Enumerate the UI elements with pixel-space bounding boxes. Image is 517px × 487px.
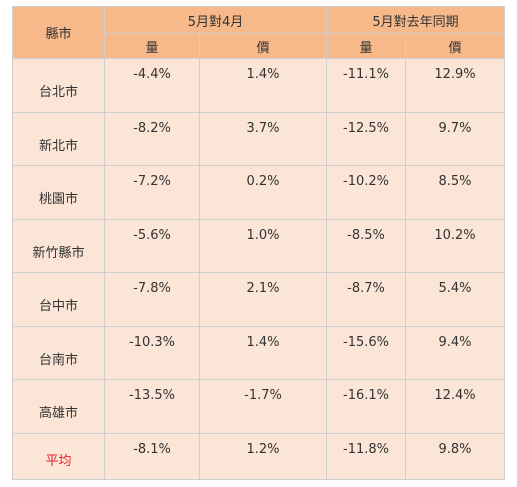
table-row: 高雄市 -13.5% -1.7% -16.1% 12.4%: [12, 379, 506, 435]
region-name: 新北市: [12, 111, 105, 167]
header-row-sub: 量 價 量 價: [13, 33, 506, 59]
table-row: 桃園市 -7.2% 0.2% -10.2% 8.5%: [12, 165, 506, 220]
mom-volume-cell: -5.6%: [104, 218, 200, 274]
mom-volume-cell: -10.3%: [104, 325, 200, 381]
yoy-price-cell: 9.4%: [405, 325, 506, 381]
header-yoy-volume: 量: [326, 33, 407, 59]
header-row-groups: 縣市 5月對4月 5月對去年同期: [12, 6, 506, 59]
table-row: 台南市 -10.3% 1.4% -15.6% 9.4%: [12, 325, 506, 381]
header-yoy-price: 價: [405, 33, 506, 59]
region-name: 新竹縣市: [12, 218, 105, 274]
region-name: 桃園市: [12, 165, 105, 220]
price-volume-table: 縣市 5月對4月 5月對去年同期 量 價 量 價 台北市 -4.4% 1.4% …: [12, 6, 506, 480]
mom-price-cell: 1.0%: [198, 218, 328, 274]
region-name: 台南市: [12, 325, 105, 381]
yoy-volume-cell: -8.7%: [326, 272, 407, 327]
mom-price-cell: 0.2%: [198, 165, 328, 220]
region-name: 台中市: [12, 272, 105, 327]
yoy-price-cell: 10.2%: [405, 218, 506, 274]
yoy-price-cell: 12.9%: [405, 58, 506, 113]
table-row: 新北市 -8.2% 3.7% -12.5% 9.7%: [12, 111, 506, 167]
mom-price-cell: 1.2%: [198, 433, 328, 480]
yoy-price-cell: 12.4%: [405, 379, 506, 435]
yoy-volume-cell: -11.1%: [326, 58, 407, 113]
yoy-price-cell: 9.8%: [405, 433, 506, 480]
header-mom-price: 價: [198, 33, 328, 59]
yoy-volume-cell: -16.1%: [326, 379, 407, 435]
average-row: 平均 -8.1% 1.2% -11.8% 9.8%: [12, 433, 506, 480]
table-row: 新竹縣市 -5.6% 1.0% -8.5% 10.2%: [12, 218, 506, 274]
table-row: 台中市 -7.8% 2.1% -8.7% 5.4%: [12, 272, 506, 327]
mom-volume-cell: -8.1%: [104, 433, 200, 480]
mom-price-cell: 1.4%: [198, 325, 328, 381]
region-name: 台北市: [12, 58, 105, 113]
mom-price-cell: 1.4%: [198, 58, 328, 113]
yoy-price-cell: 5.4%: [405, 272, 506, 327]
mom-price-cell: -1.7%: [198, 379, 328, 435]
yoy-volume-cell: -8.5%: [326, 218, 407, 274]
yoy-volume-cell: -12.5%: [326, 111, 407, 167]
header-mom-volume: 量: [104, 33, 200, 59]
yoy-volume-cell: -10.2%: [326, 165, 407, 220]
average-label: 平均: [12, 433, 105, 480]
region-name: 高雄市: [12, 379, 105, 435]
mom-volume-cell: -8.2%: [104, 111, 200, 167]
mom-volume-cell: -4.4%: [104, 58, 200, 113]
mom-price-cell: 2.1%: [198, 272, 328, 327]
yoy-price-cell: 9.7%: [405, 111, 506, 167]
header-month-over-month: 5月對4月: [103, 6, 328, 34]
mom-volume-cell: -13.5%: [104, 379, 200, 435]
header-year-over-year: 5月對去年同期: [326, 6, 506, 34]
mom-volume-cell: -7.2%: [104, 165, 200, 220]
yoy-price-cell: 8.5%: [405, 165, 506, 220]
yoy-volume-cell: -11.8%: [326, 433, 407, 480]
header-region: 縣市: [12, 6, 105, 59]
yoy-volume-cell: -15.6%: [326, 325, 407, 381]
table-row: 台北市 -4.4% 1.4% -11.1% 12.9%: [12, 58, 506, 113]
mom-price-cell: 3.7%: [198, 111, 328, 167]
mom-volume-cell: -7.8%: [104, 272, 200, 327]
